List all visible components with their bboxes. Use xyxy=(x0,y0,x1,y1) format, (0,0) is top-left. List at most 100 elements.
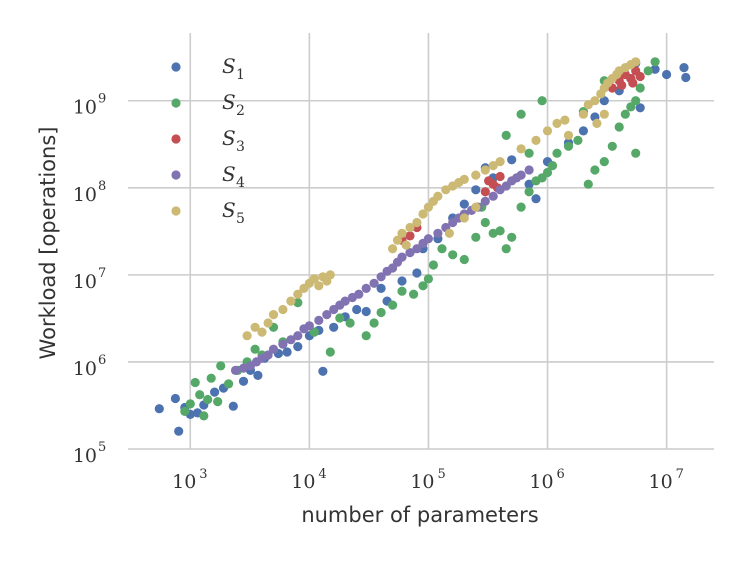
legend-marker xyxy=(171,62,181,72)
data-point xyxy=(524,179,534,189)
data-point xyxy=(278,304,288,315)
y-tick-label: 10 8 xyxy=(73,179,106,206)
x-tick-exp: 3 xyxy=(199,467,207,482)
data-point xyxy=(369,278,379,288)
data-point xyxy=(495,171,505,182)
legend-label: S xyxy=(222,90,236,114)
data-point xyxy=(471,185,481,195)
data-point xyxy=(542,167,553,178)
data-point xyxy=(170,393,180,404)
data-point xyxy=(516,144,526,154)
data-point xyxy=(679,63,689,73)
y-tick-label: 10 6 xyxy=(73,353,106,380)
data-point xyxy=(213,397,223,407)
data-point xyxy=(195,390,205,400)
data-point xyxy=(329,322,339,332)
data-point xyxy=(507,155,517,165)
data-point xyxy=(423,234,433,244)
data-point xyxy=(480,165,490,175)
data-point xyxy=(620,109,630,119)
x-tick-base: 10 xyxy=(172,471,196,493)
data-point xyxy=(242,331,252,341)
data-point xyxy=(433,191,443,201)
data-point xyxy=(405,248,415,258)
legend-label-subscript: 2 xyxy=(236,103,245,119)
x-axis-label: number of parameters xyxy=(301,503,538,527)
legend-marker xyxy=(171,206,181,216)
data-point xyxy=(628,78,638,88)
data-point xyxy=(397,286,407,296)
series-S5 xyxy=(242,57,641,341)
y-tick-label: 10 9 xyxy=(73,92,106,119)
data-point xyxy=(210,387,220,397)
data-point xyxy=(524,148,534,158)
data-point xyxy=(199,411,209,421)
data-point xyxy=(578,126,589,136)
y-axis-label: Workload [operations] xyxy=(36,127,60,360)
data-point xyxy=(531,194,541,204)
data-point xyxy=(263,318,273,328)
data-point xyxy=(397,276,407,286)
data-point xyxy=(278,339,288,349)
data-point xyxy=(405,222,415,233)
y-tick-base: 10 xyxy=(73,271,97,293)
data-point xyxy=(230,365,241,375)
legend-marker xyxy=(171,170,181,180)
data-point xyxy=(635,83,645,93)
data-point xyxy=(253,370,263,380)
data-point xyxy=(293,342,303,352)
data-point xyxy=(599,96,609,106)
data-point xyxy=(228,401,238,411)
data-point xyxy=(286,335,296,345)
data-point xyxy=(412,217,422,228)
data-point xyxy=(448,250,458,260)
data-point xyxy=(480,196,490,206)
data-point xyxy=(681,72,691,83)
data-point xyxy=(418,209,428,219)
data-point xyxy=(318,366,328,376)
x-tick-exp: 6 xyxy=(557,467,565,482)
x-tick-base: 10 xyxy=(649,471,673,493)
data-point xyxy=(388,300,398,310)
x-tick-exp: 5 xyxy=(437,467,445,482)
data-point xyxy=(643,66,653,76)
data-point xyxy=(238,363,249,373)
data-point xyxy=(257,327,267,337)
data-point xyxy=(662,69,672,80)
series-S4 xyxy=(230,165,534,375)
x-tick-base: 10 xyxy=(291,471,315,493)
data-point xyxy=(409,289,419,299)
data-point xyxy=(542,126,553,136)
legend-label: S xyxy=(222,198,236,222)
data-point xyxy=(516,170,526,180)
data-point xyxy=(203,394,213,405)
data-point xyxy=(369,318,379,328)
data-point xyxy=(578,109,589,119)
data-point xyxy=(583,179,593,189)
data-point xyxy=(397,228,407,238)
legend-label-subscript: 4 xyxy=(236,175,245,191)
data-point xyxy=(423,274,433,284)
data-point xyxy=(286,296,296,306)
data-point xyxy=(335,313,345,323)
x-tick-base: 10 xyxy=(410,471,434,493)
legend: S 1S 2S 3S 4S 5 xyxy=(171,54,245,227)
x-tick-exp: 4 xyxy=(318,467,326,482)
data-point xyxy=(516,109,526,119)
y-tick-label: 10 7 xyxy=(73,266,106,293)
data-point xyxy=(552,148,562,158)
series-S3 xyxy=(397,66,645,245)
data-point xyxy=(388,244,398,254)
x-tick-label: 10 4 xyxy=(291,467,326,493)
data-point xyxy=(154,404,164,414)
data-point xyxy=(418,281,428,291)
data-points xyxy=(154,57,691,436)
data-point xyxy=(309,327,319,337)
y-tick-exp: 9 xyxy=(98,92,106,107)
data-point xyxy=(501,130,511,140)
data-point xyxy=(412,244,422,254)
data-point xyxy=(433,228,443,238)
